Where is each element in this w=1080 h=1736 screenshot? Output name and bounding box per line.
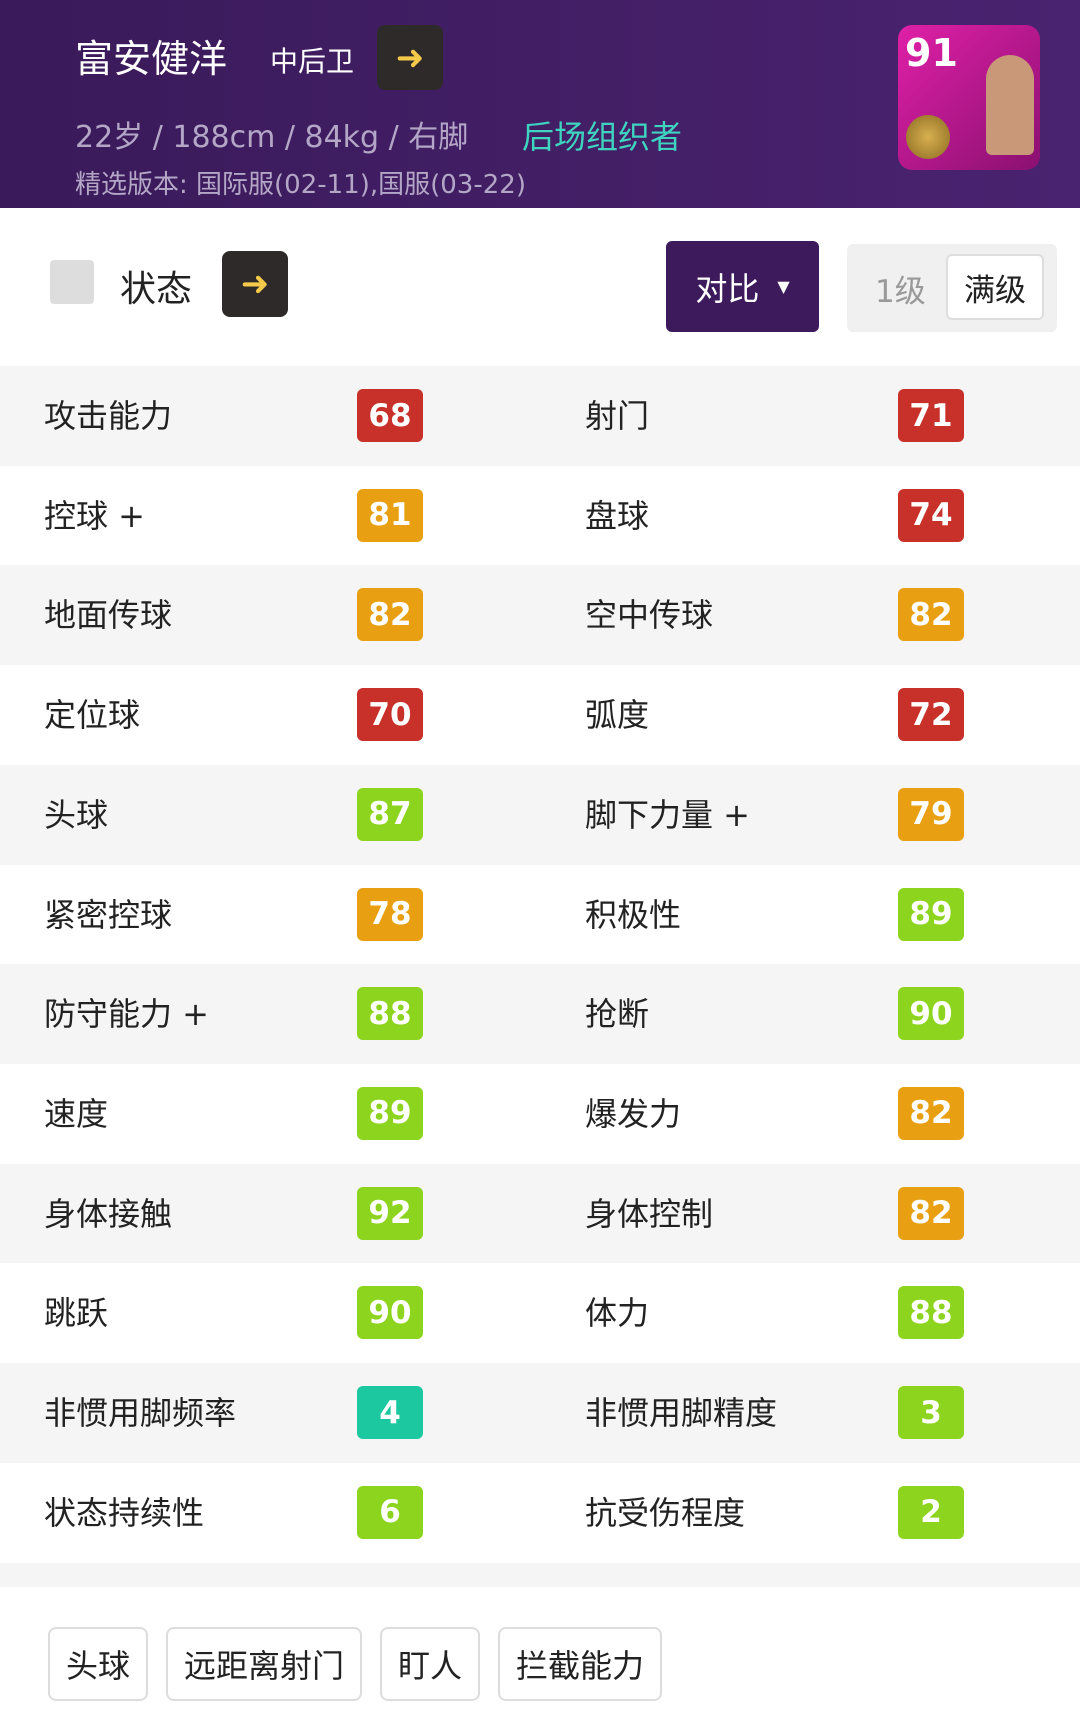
stat-label: 速度 [44,1094,109,1133]
level-option[interactable]: 满级 [946,254,1044,320]
skill-tag: 头球 [48,1627,149,1701]
stat-value: 82 [898,1086,964,1140]
stat-label: 状态持续性 [44,1493,205,1532]
position: 中后卫 [270,45,355,78]
skill-tag: 盯人 [380,1627,481,1701]
skill-tag: 远距离射门 [166,1627,363,1701]
stat-value: 90 [357,1286,423,1340]
stat-value: 88 [898,1286,964,1340]
level-toggle: 1级 满级 [847,244,1057,332]
stat-value: 81 [357,488,423,542]
player-info: 22岁 / 188cm / 84kg / 右脚 [75,120,469,155]
section-title: 状态 [120,269,193,310]
stat-label: 抗受伤程度 [585,1493,746,1532]
stat-value: 82 [898,1186,964,1240]
stat-label: 空中传球 [585,596,714,635]
position-arrow-button[interactable]: ➜ [377,25,443,90]
stat-value: 87 [357,787,423,841]
stat-label: 身体控制 [585,1194,714,1233]
stat-label: 地面传球 [44,596,173,635]
player-name: 富安健洋 [75,37,228,81]
player-role: 后场组织者 [522,118,683,156]
stat-label: 控球 + [44,496,145,535]
coin-icon [906,115,950,159]
stat-value: 4 [357,1386,423,1439]
stat-value: 78 [357,887,423,941]
stat-value: 68 [357,389,423,442]
stat-value: 90 [898,987,964,1041]
stat-value: 79 [898,787,964,841]
stat-label: 非惯用脚频率 [44,1394,237,1432]
status-icon [50,260,94,304]
stat-label: 身体接触 [44,1194,173,1233]
stat-value: 92 [357,1186,423,1240]
player-face [986,55,1034,155]
compare-label: 对比 [695,269,760,308]
compare-button[interactable]: 对比 ▼ [666,241,819,332]
stat-value: 88 [357,987,423,1041]
stat-label: 头球 [44,795,109,834]
stat-label: 攻击能力 [44,397,173,435]
divider [0,1562,1080,1587]
stat-label: 积极性 [585,895,682,934]
stat-value: 82 [898,588,964,642]
stat-value: 72 [898,688,964,742]
stat-label: 射门 [585,397,650,435]
stat-value: 89 [357,1086,423,1140]
stat-label: 非惯用脚精度 [585,1394,778,1432]
stat-value: 70 [357,688,423,742]
stat-label: 定位球 [44,696,141,735]
rating: 91 [905,31,958,75]
rating-card: 91 [898,25,1040,170]
version: 精选版本: 国际服(02-11),国服(03-22) [75,170,526,200]
stat-value: 89 [898,887,964,941]
stat-value: 82 [357,588,423,642]
stat-value: 3 [898,1386,964,1439]
player-header: 富安健洋 中后卫 ➜ 22岁 / 188cm / 84kg / 右脚 后场组织者… [0,0,1080,208]
stat-value: 71 [898,389,964,442]
status-arrow-button[interactable]: ➜ [222,251,288,317]
stat-label: 抢断 [585,995,650,1034]
stat-label: 脚下力量 + [585,795,750,834]
stat-label: 盘球 [585,496,650,535]
stat-label: 体力 [585,1294,650,1333]
level-option[interactable]: 1级 [875,274,926,310]
stat-value: 6 [357,1485,423,1539]
stat-label: 防守能力 + [44,995,209,1034]
skill-tag: 拦截能力 [498,1627,663,1701]
stat-value: 2 [898,1485,964,1539]
stat-label: 爆发力 [585,1094,682,1133]
stat-value: 74 [898,488,964,542]
stat-label: 紧密控球 [44,895,173,934]
stat-label: 弧度 [585,696,650,735]
stat-label: 跳跃 [44,1294,109,1333]
